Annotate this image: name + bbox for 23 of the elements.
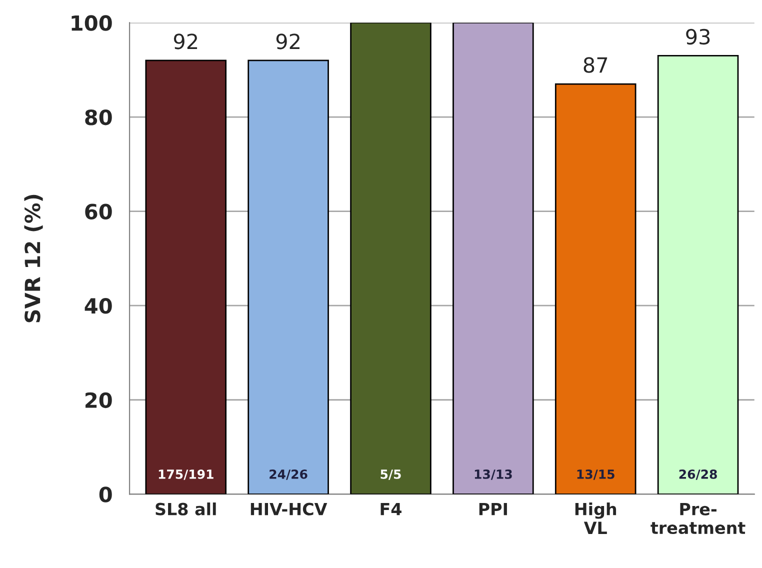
data-label: 93 [686, 28, 710, 45]
y-axis-title: SVR 12 (%) [24, 194, 43, 322]
y-tick-label: 0 [99, 486, 112, 502]
x-tick-label: PPI [479, 503, 507, 516]
y-tick-label: 40 [84, 298, 112, 314]
y-tick-label: 80 [85, 109, 112, 126]
x-tick-label: HIV-HCV [250, 502, 328, 516]
x-tick-label: High VL [575, 502, 616, 534]
annotation: 26/28 [679, 469, 717, 480]
annotation: 175/191 [158, 469, 214, 480]
data-label: 92 [174, 34, 198, 50]
annotation: 13/15 [577, 469, 614, 480]
annotation: 13/13 [474, 469, 512, 480]
annotation: 5/5 [380, 470, 401, 480]
data-label: 92 [276, 34, 300, 50]
y-tick-label: 20 [86, 392, 112, 408]
x-tick-label: Pre- treatment [650, 503, 746, 534]
x-tick-label: SL8 all [156, 502, 216, 516]
data-label: 87 [584, 57, 608, 73]
annotation: 24/26 [270, 469, 308, 480]
y-tick-label: 100 [72, 15, 112, 31]
y-tick-label: 60 [85, 204, 112, 220]
x-tick-label: F4 [380, 503, 402, 516]
